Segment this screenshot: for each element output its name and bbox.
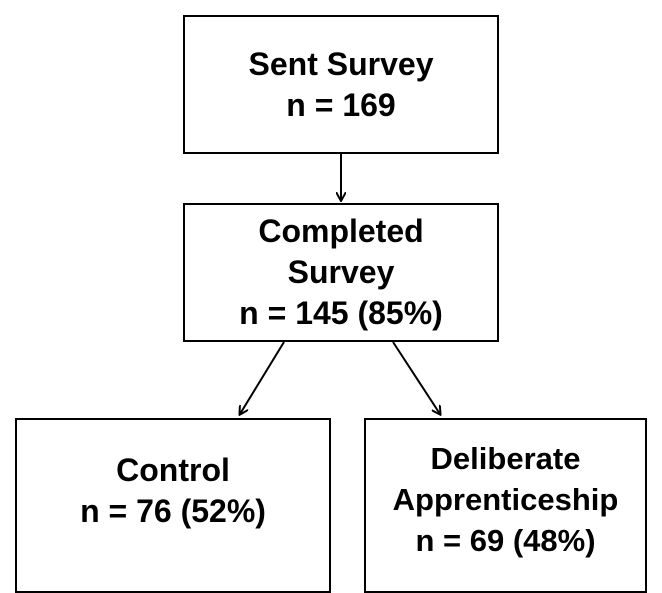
sent-survey-title: Sent Survey xyxy=(248,45,434,82)
deliberate-count: n = 69 (48%) xyxy=(415,523,596,558)
sent-survey-box: Sent Survey n = 169 xyxy=(183,15,499,154)
arrow-completed-to-control xyxy=(240,341,285,414)
completed-survey-title-line1: Completed xyxy=(258,213,424,249)
completed-survey-box: Completed Survey n = 145 (85%) xyxy=(183,203,499,342)
deliberate-title-line2: Apprenticeship xyxy=(392,482,619,517)
deliberate-apprenticeship-box: Deliberate Apprenticeship n = 69 (48%) xyxy=(364,418,647,593)
control-box: Control n = 76 (52%) xyxy=(15,418,331,593)
control-count: n = 76 (52%) xyxy=(80,492,266,529)
completed-survey-count: n = 145 (85%) xyxy=(239,295,443,331)
flowchart: Sent Survey n = 169 Completed Survey n =… xyxy=(0,15,662,593)
completed-survey-title-line2: Survey xyxy=(287,254,395,290)
sent-survey-count: n = 169 xyxy=(286,86,396,123)
arrow-completed-to-deliberate xyxy=(392,341,440,414)
control-title: Control xyxy=(116,451,230,488)
flowchart-arrows xyxy=(0,154,662,578)
deliberate-title-line1: Deliberate xyxy=(430,441,581,476)
